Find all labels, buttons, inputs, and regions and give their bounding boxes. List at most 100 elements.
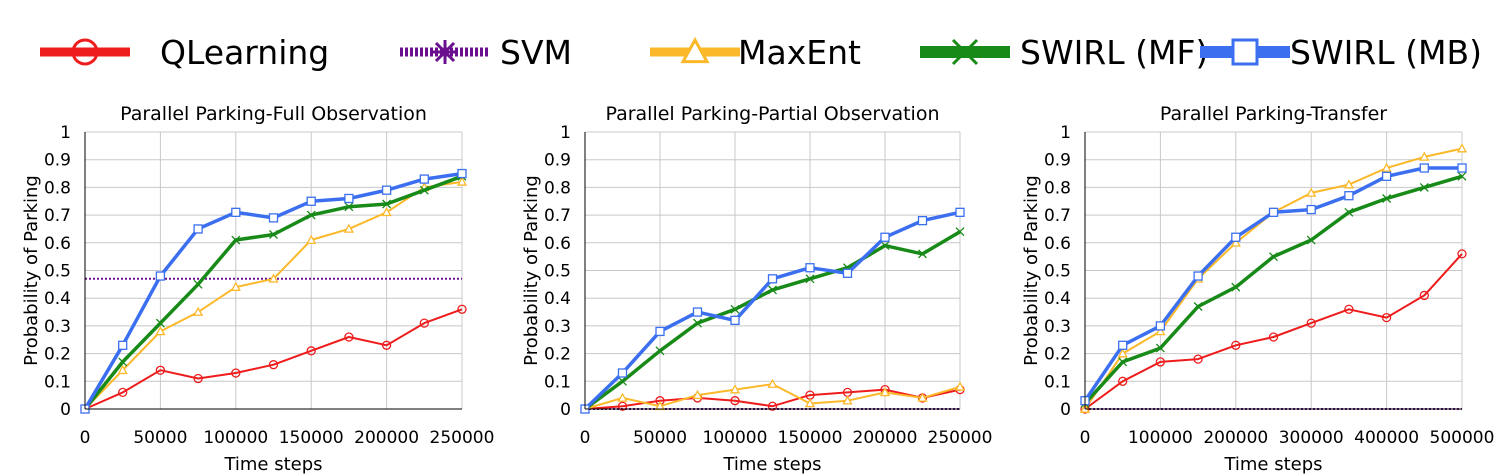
data-point: [1306, 235, 1316, 245]
data-point: [231, 207, 241, 217]
legend-marker-x: [951, 38, 979, 66]
y-tick-label: 0.2: [44, 345, 71, 365]
data-point: [344, 332, 354, 342]
data-point: [917, 215, 928, 226]
data-point: [1231, 282, 1241, 292]
y-tick-label: 0.8: [544, 178, 571, 198]
data-point: [118, 357, 128, 367]
chart-parallel-parking-partial-observation: Parallel Parking-Partial Observation 0 0.1…: [521, 103, 992, 475]
x-tick-label: 0: [80, 428, 91, 448]
data-point: [918, 249, 927, 259]
x-tick-label: 100000: [203, 428, 268, 448]
data-point: [382, 199, 392, 209]
x-tick-label: 250000: [928, 428, 993, 448]
y-tick-label: 0.5: [1044, 262, 1071, 282]
data-point: [306, 346, 316, 356]
charts-area: Parallel Parking-Full Observation 0 0.1 0.2…: [21, 103, 1494, 475]
y-tick-label: 0.1: [44, 372, 71, 392]
chart-title: Parallel Parking-Partial Observation: [605, 103, 939, 125]
data-point: [1306, 204, 1316, 215]
data-point: [231, 368, 241, 378]
y-tick-label: 0.9: [1044, 151, 1071, 171]
legend-entry-maxent: MaxEnt: [650, 33, 861, 72]
chart-title: Parallel Parking-Transfer: [1160, 103, 1387, 125]
y-tick-label: 0.2: [1044, 345, 1071, 365]
y-tick-label: 0.6: [44, 234, 71, 254]
y-tick-label: 0.3: [544, 317, 571, 337]
x-tick-label: 250000: [430, 428, 495, 448]
data-point: [269, 230, 278, 239]
data-point: [1231, 340, 1241, 350]
series-swirl-mb: [1080, 163, 1467, 406]
y-tick-label: 0.1: [1044, 372, 1071, 392]
data-point: [1155, 343, 1165, 353]
data-point: [1456, 143, 1468, 153]
legend-label: SWIRL (MF): [1020, 33, 1208, 72]
data-point: [306, 196, 316, 206]
series-swirl-mf: [80, 171, 467, 414]
data-point: [1381, 171, 1392, 181]
legend-marker-triangle: [680, 36, 710, 64]
x-tick-label: 100000: [1128, 428, 1193, 448]
y-tick-label: 0.8: [44, 178, 71, 198]
y-tick-label: 0: [60, 400, 71, 420]
data-point: [1457, 163, 1467, 173]
data-point: [880, 241, 890, 251]
data-point: [118, 387, 128, 398]
data-point: [193, 224, 203, 234]
data-point: [155, 326, 166, 336]
data-point: [117, 364, 128, 375]
x-tick-label: 50000: [633, 428, 687, 448]
data-point: [730, 315, 740, 326]
series-swirl-mb: [80, 168, 467, 414]
data-point: [805, 263, 815, 273]
data-point: [955, 227, 965, 237]
chart-title: Parallel Parking-Full Observation: [120, 103, 427, 125]
y-tick-label: 1: [60, 123, 71, 143]
y-tick-label: 0.8: [1044, 178, 1071, 198]
y-tick-label: 0.7: [544, 206, 571, 226]
data-point: [456, 176, 468, 186]
data-point: [1268, 332, 1279, 342]
legend-entry-swirl-mf: SWIRL (MF): [920, 33, 1208, 72]
data-point: [231, 235, 241, 245]
y-tick-label: 0: [560, 400, 571, 420]
series-maxent: [79, 176, 468, 413]
data-point: [1381, 162, 1392, 172]
data-point: [457, 168, 467, 179]
y-tick-label: 0.7: [44, 206, 71, 226]
series-line: [1083, 166, 1462, 402]
data-point: [1118, 376, 1128, 386]
y-tick-label: 0.4: [1044, 289, 1071, 309]
data-point: [767, 378, 778, 388]
data-point: [617, 401, 628, 411]
x-tick-label: 400000: [1354, 428, 1419, 448]
data-point: [1457, 249, 1467, 259]
data-point: [1230, 237, 1241, 247]
y-tick-label: 0.5: [44, 262, 71, 282]
legend-marker-square: [1231, 38, 1259, 66]
series-maxent: [579, 378, 966, 413]
legend-marker-circle: [71, 38, 99, 66]
series-swirl-mb: [580, 207, 965, 414]
x-axis-label: Time steps: [722, 454, 821, 475]
data-point: [1344, 191, 1354, 201]
x-axis-label: Time steps: [223, 454, 322, 475]
data-point: [693, 318, 702, 328]
data-point: [842, 268, 853, 278]
y-tick-label: 0.1: [544, 372, 571, 392]
data-point: [1268, 207, 1279, 217]
y-tick-label: 0.9: [44, 151, 71, 171]
data-point: [1118, 340, 1128, 350]
grid: [84, 131, 463, 410]
data-point: [193, 373, 203, 384]
data-point: [155, 318, 165, 328]
data-point: [655, 346, 665, 356]
x-tick-label: 0: [1080, 428, 1091, 448]
y-tick-label: 0.7: [1044, 206, 1071, 226]
legend-label: QLearning: [160, 33, 329, 72]
data-point: [381, 206, 392, 217]
data-point: [692, 389, 703, 400]
data-point: [1457, 171, 1467, 181]
data-point: [617, 368, 628, 378]
